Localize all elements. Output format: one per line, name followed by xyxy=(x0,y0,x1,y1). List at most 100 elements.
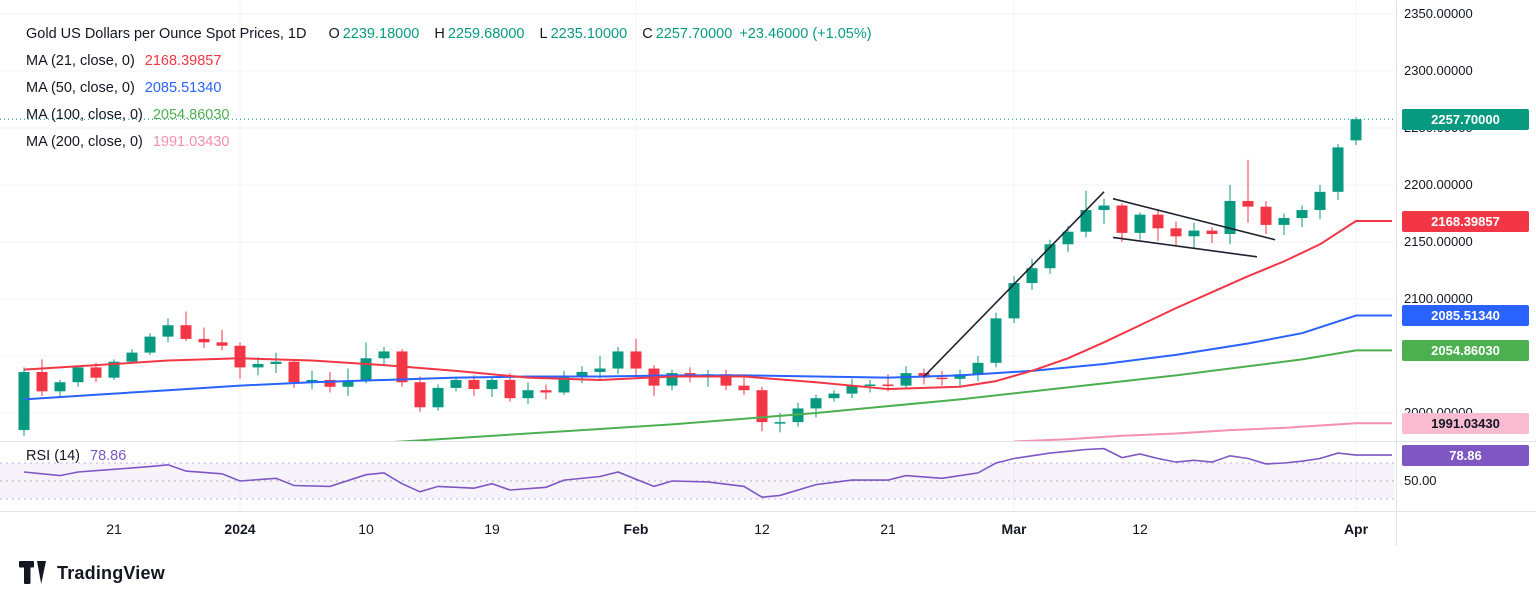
candle xyxy=(144,336,156,353)
candle xyxy=(756,390,768,423)
candle xyxy=(504,379,516,399)
candle xyxy=(666,373,678,386)
candle xyxy=(378,351,390,359)
low-value: 2235.10000 xyxy=(550,25,628,42)
price-axis-label: 2300.00000 xyxy=(1404,63,1473,78)
symbol-title: Gold US Dollars per Ounce Spot Prices, 1… xyxy=(26,25,307,42)
candle xyxy=(594,368,606,372)
high-value: 2259.68000 xyxy=(447,25,525,42)
ma-50-value: 2085.51340 xyxy=(144,79,222,96)
symbol-legend-row[interactable]: Gold US Dollars per Ounce Spot Prices, 1… xyxy=(26,20,875,47)
candle xyxy=(216,342,228,346)
time-axis-label: Feb xyxy=(623,521,649,537)
candle xyxy=(1044,244,1056,269)
ma-50-line xyxy=(23,314,1392,401)
candle xyxy=(738,385,750,391)
time-axis-label: 12 xyxy=(1132,521,1148,537)
rsi-badge: 78.86 xyxy=(1402,444,1529,466)
candle xyxy=(630,351,642,369)
ohlc-values: O 2239.18000 H 2259.68000 L 2235.10000 C 225… xyxy=(320,26,874,42)
time-axis-label: 21 xyxy=(880,521,896,537)
open-value: 2239.18000 xyxy=(342,25,420,42)
candle xyxy=(558,376,570,393)
rsi-axis-label: 50.00 xyxy=(1404,473,1437,488)
candle xyxy=(1260,206,1272,225)
candle xyxy=(612,351,624,369)
candle xyxy=(252,363,264,368)
ma-50-legend-row[interactable]: MA (50, close, 0) 2085.51340 xyxy=(26,74,875,101)
time-axis[interactable]: 21 2024 10 19 Feb 12 21 Mar 12 Apr xyxy=(0,512,1394,546)
candle xyxy=(1296,210,1308,219)
ma-100-legend-row[interactable]: MA (100, close, 0) 2054.86030 xyxy=(26,101,875,128)
candle xyxy=(486,379,498,390)
candle xyxy=(1152,214,1164,229)
time-axis-label: Mar xyxy=(1001,521,1027,537)
ma-200-line xyxy=(1013,422,1392,441)
candle xyxy=(108,361,120,378)
candle xyxy=(270,361,282,364)
rsi-legend-row[interactable]: RSI (14) 78.86 xyxy=(26,446,126,466)
ma-21-legend-row[interactable]: MA (21, close, 0) 2168.39857 xyxy=(26,47,875,74)
time-axis-label: 21 xyxy=(106,521,122,537)
candle xyxy=(522,390,534,399)
candle xyxy=(1242,200,1254,207)
candle xyxy=(306,379,318,383)
candle xyxy=(1332,147,1344,192)
chart-canvas[interactable] xyxy=(0,0,1536,550)
rsi-value: 78.86 xyxy=(90,448,127,464)
time-axis-label: 19 xyxy=(484,521,500,537)
candle xyxy=(1080,210,1092,232)
candle xyxy=(126,352,138,362)
candle xyxy=(1206,230,1218,235)
price-axis-label: 2200.00000 xyxy=(1404,177,1473,192)
ma-200-legend-row[interactable]: MA (200, close, 0) 1991.03430 xyxy=(26,128,875,155)
price-axis[interactable]: 2350.000002300.000002250.000002200.00000… xyxy=(1398,0,1536,550)
candle xyxy=(432,387,444,408)
trendline xyxy=(923,191,1105,378)
candle xyxy=(1188,230,1200,237)
candle xyxy=(1062,231,1074,245)
candle xyxy=(900,373,912,386)
candle xyxy=(810,398,822,409)
candle xyxy=(450,379,462,388)
open-label: O xyxy=(328,25,340,42)
high-label: H xyxy=(434,25,445,42)
trendlines[interactable] xyxy=(923,191,1276,378)
candle xyxy=(846,385,858,394)
candle xyxy=(90,367,102,378)
grid xyxy=(0,0,1394,511)
candle xyxy=(720,374,732,386)
candle xyxy=(576,371,588,377)
candle xyxy=(18,371,30,431)
price-axis-label: 2350.00000 xyxy=(1404,6,1473,21)
price-badge: 2054.86030 xyxy=(1402,339,1529,361)
tradingview-logo-text[interactable]: TradingView xyxy=(57,562,165,583)
close-label: C xyxy=(642,25,653,42)
candle xyxy=(1224,200,1236,235)
candle xyxy=(828,393,840,399)
candle xyxy=(972,362,984,375)
candle xyxy=(414,382,426,408)
candle xyxy=(468,379,480,390)
candle xyxy=(198,338,210,343)
time-axis-label: Apr xyxy=(1343,521,1369,537)
candle xyxy=(684,373,696,375)
candle xyxy=(540,390,552,393)
tradingview-logo-icon[interactable] xyxy=(18,560,48,586)
candle xyxy=(1116,205,1128,233)
candle xyxy=(1026,268,1038,284)
chart-legend: Gold US Dollars per Ounce Spot Prices, 1… xyxy=(26,20,875,155)
candle xyxy=(864,384,876,386)
ma-100-label: MA (100, close, 0) xyxy=(26,106,143,123)
candle xyxy=(1350,119,1362,141)
price-badge: 1991.03430 xyxy=(1402,412,1529,434)
ma-21-label: MA (21, close, 0) xyxy=(26,52,135,69)
candle xyxy=(180,325,192,339)
time-axis-label: 12 xyxy=(754,521,770,537)
candle xyxy=(1134,214,1146,233)
change-value: +23.46000 (+1.05%) xyxy=(739,25,872,42)
candle xyxy=(72,367,84,383)
candlestick-series[interactable] xyxy=(18,116,1362,436)
ma-lines xyxy=(23,220,1392,441)
